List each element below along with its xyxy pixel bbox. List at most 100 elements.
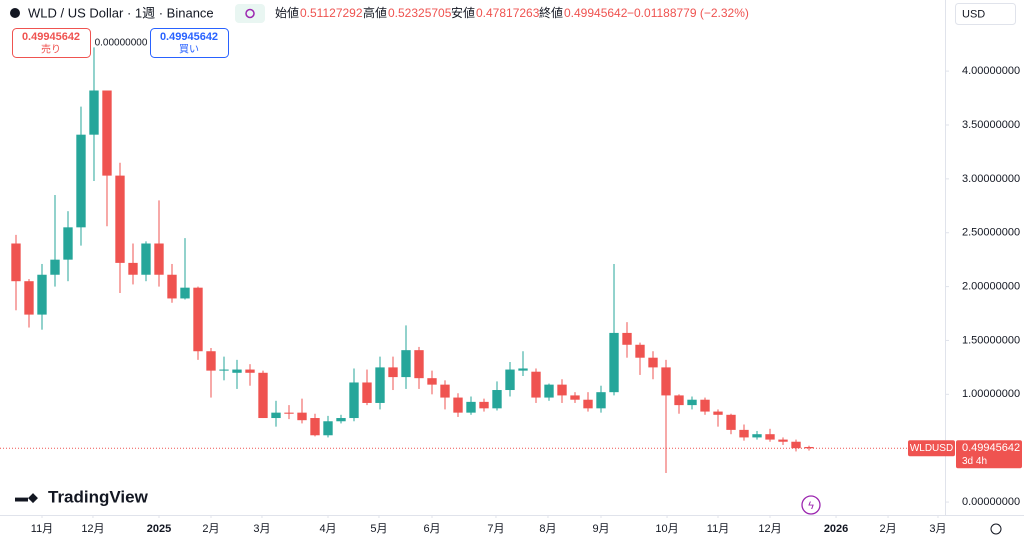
brand-logo: ▬◆ <box>15 489 38 504</box>
candle-body <box>752 434 762 438</box>
x-tick-label: 10月 <box>655 523 678 535</box>
low-label: 安値 <box>451 5 475 20</box>
candle-body <box>336 418 346 422</box>
candle-body <box>388 367 398 378</box>
y-tick-label: 3.00000000 <box>962 173 1020 185</box>
indicator-button[interactable] <box>235 4 265 23</box>
candle-body <box>596 392 606 409</box>
y-tick-label: 2.00000000 <box>962 280 1020 292</box>
candle-body <box>284 412 294 414</box>
candle-body <box>375 367 385 403</box>
y-tick-label: 1.00000000 <box>962 388 1020 400</box>
event-glyph: ϟ <box>808 500 814 512</box>
candle-body <box>89 90 99 135</box>
candle-body <box>414 350 424 379</box>
candle-body <box>362 382 372 403</box>
candle-body <box>466 401 476 413</box>
candle-body <box>531 371 541 398</box>
candle-body <box>765 434 775 440</box>
buy-label: 買い <box>179 44 199 56</box>
x-tick-label: 3月 <box>253 523 270 535</box>
candle-body <box>310 418 320 436</box>
y-tick-label: 2.50000000 <box>962 227 1020 239</box>
chart-title: WLD / US Dollar · 1週 · Binance <box>28 5 214 20</box>
candle-body <box>648 357 658 368</box>
currency-label: USD <box>962 8 985 20</box>
candle-body <box>63 227 73 260</box>
brand-name: TradingView <box>48 487 149 506</box>
candle-body <box>635 344 645 358</box>
candle-body <box>518 368 528 371</box>
candle-body <box>76 134 86 228</box>
x-tick-label: 6月 <box>423 523 440 535</box>
close-label: 終値 <box>539 5 563 20</box>
open-label: 始値 <box>275 5 299 20</box>
candle-body <box>167 274 177 299</box>
candle-body <box>804 446 814 449</box>
candle-body <box>37 274 47 315</box>
candle-body <box>492 390 502 409</box>
candle-body <box>232 369 242 373</box>
candle-body <box>479 401 489 409</box>
candle-body <box>180 287 190 299</box>
candle-body <box>505 369 515 391</box>
x-tick-label: 3月 <box>929 523 946 535</box>
candle-body <box>609 332 619 393</box>
x-tick-label: 2月 <box>202 523 219 535</box>
symbol-tag-label: WLDUSD <box>910 443 953 454</box>
candle-body <box>687 399 697 406</box>
x-tick-label: 11月 <box>707 523 729 535</box>
y-tick-label: 4.00000000 <box>962 65 1020 77</box>
candle-body <box>258 372 268 419</box>
candle-body <box>323 421 333 436</box>
candle-body <box>115 175 125 263</box>
x-tick-label: 4月 <box>319 523 336 535</box>
symbol-icon <box>10 8 20 18</box>
candle-body <box>440 384 450 398</box>
high-value: 0.52325705 <box>388 6 452 20</box>
x-tick-label: 12月 <box>81 523 104 535</box>
candle-body <box>141 243 151 275</box>
low-value: 0.47817263 <box>476 6 540 20</box>
countdown-label: 3d 4h <box>962 456 987 467</box>
candle-body <box>154 243 164 275</box>
x-tick-label: 2月 <box>879 523 896 535</box>
candle-body <box>427 378 437 385</box>
x-tick-label: 11月 <box>31 523 53 535</box>
candle-body <box>791 441 801 449</box>
settings-icon[interactable] <box>990 523 1002 535</box>
candle-body <box>206 351 216 371</box>
y-tick-label: 0.00000000 <box>962 496 1020 508</box>
candle-body <box>713 411 723 415</box>
sell-button[interactable] <box>12 28 91 58</box>
candle-body <box>570 395 580 400</box>
candle-body <box>661 367 671 396</box>
candle-body <box>583 399 593 409</box>
currency-select[interactable] <box>955 3 1016 25</box>
candle-body <box>193 287 203 352</box>
open-value: 0.51127292 <box>300 6 363 20</box>
buy-button[interactable] <box>150 28 229 58</box>
last-price-tag <box>956 440 1022 469</box>
candle-body <box>674 395 684 406</box>
buy-price: 0.49945642 <box>160 31 218 43</box>
close-value: 0.49945642 <box>564 6 628 20</box>
candle-body <box>349 382 359 419</box>
candle-body <box>102 90 112 176</box>
candle-body <box>453 397 463 413</box>
indicator-icon <box>245 8 255 19</box>
candle-body <box>297 412 307 421</box>
x-tick-label: 2026 <box>824 523 848 535</box>
high-label: 高値 <box>363 5 387 20</box>
sell-label: 売り <box>41 43 61 56</box>
x-tick-label: 5月 <box>370 523 387 535</box>
candle-body <box>219 369 229 371</box>
x-tick-label: 9月 <box>592 523 609 535</box>
plot-area <box>0 47 945 473</box>
x-tick-label: 8月 <box>539 523 556 535</box>
candle-body <box>700 399 710 412</box>
candle-body <box>50 259 60 275</box>
event-icon[interactable] <box>801 495 821 515</box>
